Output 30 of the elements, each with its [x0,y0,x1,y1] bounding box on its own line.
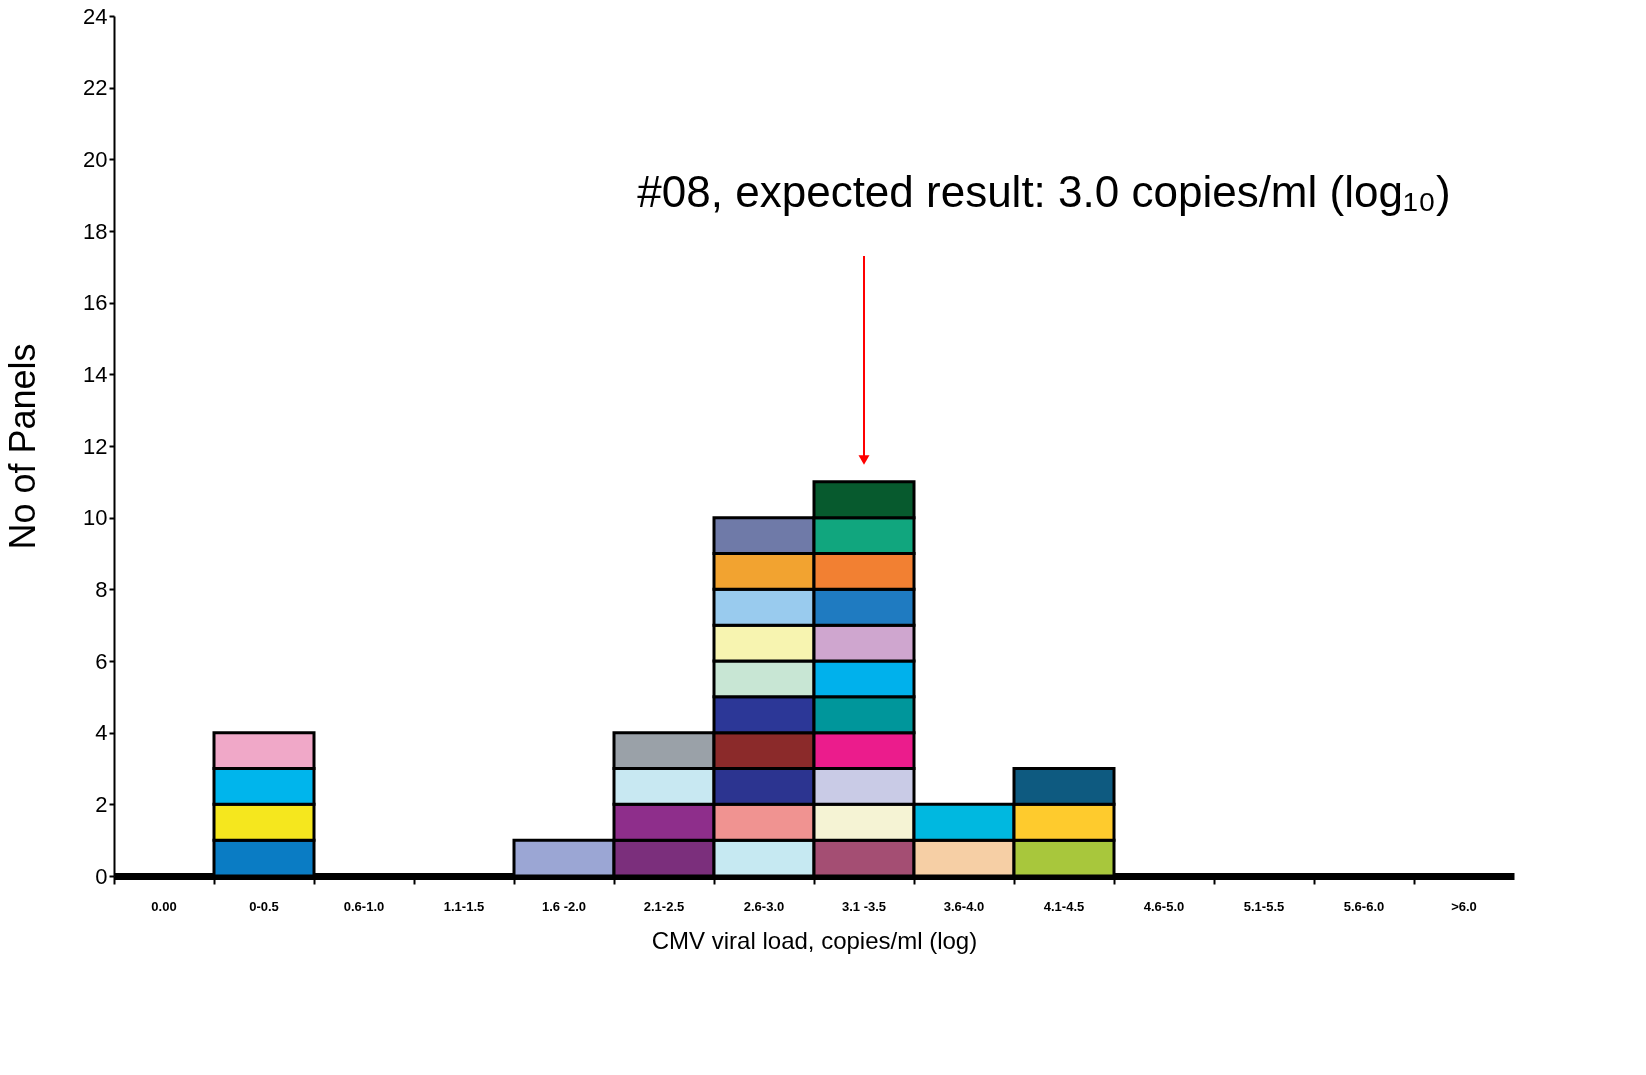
y-axis-title: No of Panels [2,343,44,550]
x-tick-label: >6.0 [1451,898,1477,914]
x-tick-label: 4.6-5.0 [1143,898,1185,914]
y-tick-label: 14 [83,361,108,387]
x-tick-label: 2.6-3.0 [743,898,785,914]
x-tick-label: 0.00 [151,898,177,914]
y-tick-label: 12 [83,433,108,459]
y-tick-label: 0 [95,863,108,889]
x-tick-label: 1.1-1.5 [443,898,485,914]
annotation: #08, expected result: 3.0 copies/ml (log₁₀) [637,167,1451,216]
x-tick-label: 3.6-4.0 [943,898,985,914]
x-tick-label: 0-0.5 [249,898,279,914]
y-tick-label: 18 [83,218,108,244]
x-tick-label: 0.6-1.0 [343,898,385,914]
x-tick-label: 5.1-5.5 [1243,898,1285,914]
y-tick-label: 8 [95,576,108,602]
x-tick-label: 2.1-2.5 [643,898,685,914]
y-tick-label: 4 [95,720,108,746]
y-tick-label: 10 [83,505,108,531]
y-tick-label: 2 [95,791,108,817]
x-tick-label: 4.1-4.5 [1043,898,1085,914]
y-tick-label: 22 [83,75,108,101]
y-tick-label: 24 [83,3,108,29]
x-tick-label: 1.6 -2.0 [541,898,587,914]
y-tick-label: 16 [83,290,108,316]
x-axis-title: CMV viral load, copies/ml (log) [651,926,978,954]
y-tick-label: 6 [95,648,108,674]
x-tick-label: 5.6-6.0 [1343,898,1385,914]
x-tick-label: 3.1 -3.5 [841,898,887,914]
y-tick-label: 20 [83,146,108,172]
